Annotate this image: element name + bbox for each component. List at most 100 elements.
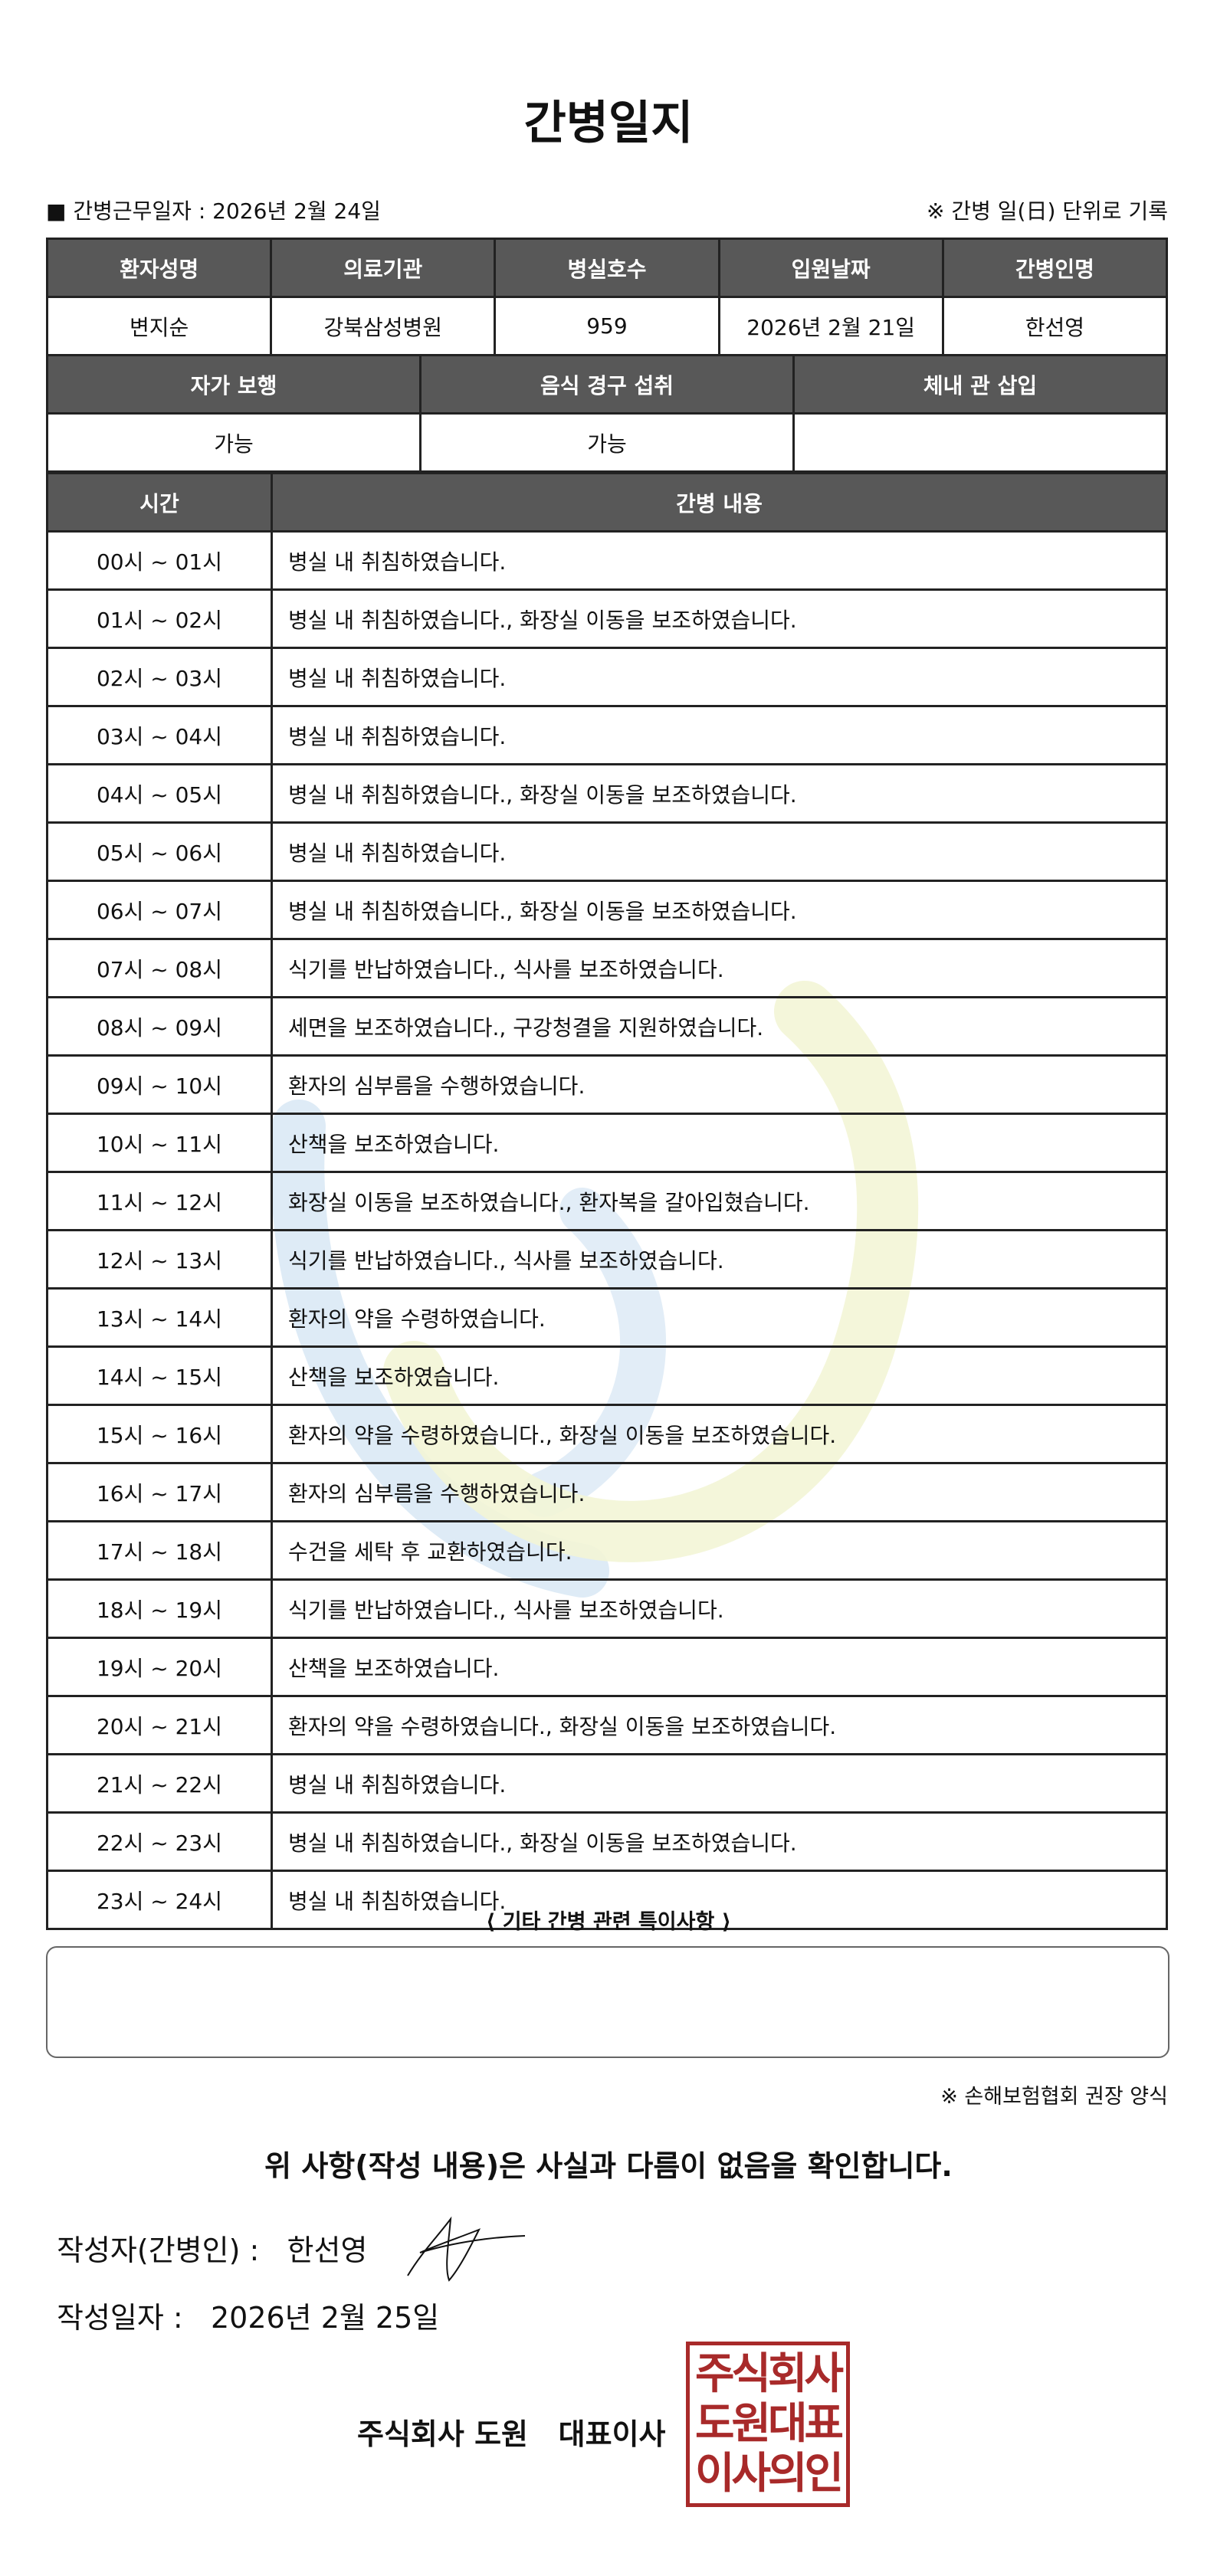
- header-tube: 체내 관 삽입: [792, 354, 1168, 415]
- care-content: 병실 내 취침하였습니다., 화장실 이동을 보조하였습니다.: [271, 763, 1168, 824]
- care-content: 병실 내 취침하였습니다., 화장실 이동을 보조하였습니다.: [271, 1811, 1168, 1872]
- seal-line: 주식회사: [694, 2349, 844, 2400]
- care-log-row: 22시 ~ 23시 병실 내 취침하였습니다., 화장실 이동을 보조하였습니다.: [46, 1811, 1168, 1872]
- care-log-row: 21시 ~ 22시 병실 내 취침하였습니다.: [46, 1753, 1168, 1814]
- time-slot: 19시 ~ 20시: [46, 1637, 273, 1697]
- tube-status: [792, 412, 1168, 473]
- time-slot: 00시 ~ 01시: [46, 530, 273, 591]
- time-slot: 15시 ~ 16시: [46, 1404, 273, 1464]
- time-slot: 02시 ~ 03시: [46, 647, 273, 707]
- time-slot: 10시 ~ 11시: [46, 1113, 273, 1173]
- time-slot: 16시 ~ 17시: [46, 1462, 273, 1522]
- care-log-row: 20시 ~ 21시 환자의 약을 수령하였습니다., 화장실 이동을 보조하였습니…: [46, 1695, 1168, 1755]
- confirmation-statement: 위 사항(작성 내용)은 사실과 다름이 없음을 확인합니다.: [264, 2149, 953, 2183]
- header-room: 병실호수: [494, 238, 720, 298]
- care-content: 병실 내 취침하였습니다.: [271, 647, 1168, 707]
- time-slot: 01시 ~ 02시: [46, 588, 273, 649]
- care-content: 수건을 세탁 후 교환하였습니다.: [271, 1520, 1168, 1581]
- care-log-row: 23시 ~ 24시 병실 내 취침하였습니다.: [46, 1870, 1168, 1930]
- time-slot: 21시 ~ 22시: [46, 1753, 273, 1814]
- time-slot: 20시 ~ 21시: [46, 1695, 273, 1755]
- seal-line: 이사의인: [694, 2448, 844, 2499]
- care-content: 병실 내 취침하였습니다., 화장실 이동을 보조하였습니다.: [271, 880, 1168, 940]
- care-log-row: 10시 ~ 11시 산책을 보조하였습니다.: [46, 1113, 1168, 1173]
- header-oral-intake: 음식 경구 섭취: [419, 354, 795, 415]
- header-patient-name: 환자성명: [45, 238, 273, 298]
- care-log-row: 05시 ~ 06시 병실 내 취침하였습니다.: [46, 821, 1168, 882]
- header-caregiver: 간병인명: [941, 238, 1169, 298]
- care-log-row: 12시 ~ 13시 식기를 반납하였습니다., 식사를 보조하였습니다.: [46, 1229, 1168, 1290]
- time-slot: 04시 ~ 05시: [46, 763, 273, 824]
- care-log-row: 13시 ~ 14시 환자의 약을 수령하였습니다.: [46, 1287, 1168, 1348]
- care-content: 세면을 보조하였습니다., 구강청결을 지원하였습니다.: [271, 996, 1168, 1057]
- care-content: 식기를 반납하였습니다., 식사를 보조하였습니다.: [271, 1578, 1168, 1639]
- work-date: ■ 간병근무일자 : 2026년 2월 24일: [46, 198, 381, 224]
- care-content: 환자의 심부름을 수행하였습니다.: [271, 1054, 1168, 1115]
- time-slot: 22시 ~ 23시: [46, 1811, 273, 1872]
- care-content: 환자의 약을 수령하였습니다., 화장실 이동을 보조하였습니다.: [271, 1404, 1168, 1464]
- care-log-row: 08시 ~ 09시 세면을 보조하였습니다., 구강청결을 지원하였습니다.: [46, 996, 1168, 1057]
- header-admission-date: 입원날짜: [717, 238, 944, 298]
- care-content: 병실 내 취침하였습니다.: [271, 1753, 1168, 1814]
- care-log-row: 06시 ~ 07시 병실 내 취침하였습니다., 화장실 이동을 보조하였습니다.: [46, 880, 1168, 940]
- time-slot: 03시 ~ 04시: [46, 705, 273, 765]
- writer: 작성자(간병인) : 한선영: [57, 2234, 368, 2267]
- care-log-row: 04시 ~ 05시 병실 내 취침하였습니다., 화장실 이동을 보조하였습니다.: [46, 763, 1168, 824]
- care-content: 환자의 심부름을 수행하였습니다.: [271, 1462, 1168, 1522]
- care-content: 병실 내 취침하였습니다.: [271, 705, 1168, 765]
- walking-status: 가능: [46, 412, 422, 473]
- care-log-row: 07시 ~ 08시 식기를 반납하였습니다., 식사를 보조하였습니다.: [46, 938, 1168, 998]
- signature: [407, 2216, 526, 2282]
- patient-status-table: 자가 보행 음식 경구 섭취 체내 관 삽입 가능 가능: [46, 354, 1168, 473]
- time-slot: 13시 ~ 14시: [46, 1287, 273, 1348]
- care-content: 병실 내 취침하였습니다., 화장실 이동을 보조하였습니다.: [271, 588, 1168, 649]
- header-time: 시간: [46, 472, 273, 533]
- care-log-row: 14시 ~ 15시 산책을 보조하였습니다.: [46, 1345, 1168, 1406]
- page-title: 간병일지: [523, 97, 694, 150]
- care-content: 병실 내 취침하였습니다.: [271, 530, 1168, 591]
- time-slot: 06시 ~ 07시: [46, 880, 273, 940]
- record-note: ※ 간병 일(日) 단위로 기록: [927, 198, 1168, 224]
- care-content: 식기를 반납하였습니다., 식사를 보조하였습니다.: [271, 938, 1168, 998]
- header-care-content: 간병 내용: [271, 472, 1168, 533]
- care-content: 환자의 약을 수령하였습니다.: [271, 1287, 1168, 1348]
- care-log-row: 19시 ~ 20시 산책을 보조하였습니다.: [46, 1637, 1168, 1697]
- time-slot: 14시 ~ 15시: [46, 1345, 273, 1406]
- time-slot: 07시 ~ 08시: [46, 938, 273, 998]
- care-log-row: 00시 ~ 01시 병실 내 취침하였습니다.: [46, 530, 1168, 591]
- care-content: 산책을 보조하였습니다.: [271, 1345, 1168, 1406]
- care-log-row: 03시 ~ 04시 병실 내 취침하였습니다.: [46, 705, 1168, 765]
- header-hospital: 의료기관: [270, 238, 497, 298]
- time-slot: 18시 ~ 19시: [46, 1578, 273, 1639]
- care-content: 식기를 반납하였습니다., 식사를 보조하였습니다.: [271, 1229, 1168, 1290]
- time-slot: 12시 ~ 13시: [46, 1229, 273, 1290]
- form-source-note: ※ 손해보험협회 권장 양식: [940, 2085, 1168, 2109]
- care-log-row: 18시 ~ 19시 식기를 반납하였습니다., 식사를 보조하였습니다.: [46, 1578, 1168, 1639]
- special-notes-box: [46, 1946, 1169, 2058]
- oral-intake-status: 가능: [419, 412, 795, 473]
- care-log-row: 01시 ~ 02시 병실 내 취침하였습니다., 화장실 이동을 보조하였습니다.: [46, 588, 1168, 649]
- time-slot: 08시 ~ 09시: [46, 996, 273, 1057]
- care-content: 병실 내 취침하였습니다.: [271, 1870, 1168, 1930]
- care-content: 병실 내 취침하였습니다.: [271, 821, 1168, 882]
- patient-info-table: 환자성명 의료기관 병실호수 입원날짜 간병인명 변지순 강북삼성병원 959 …: [45, 238, 1169, 356]
- company-representative: 주식회사 도원 대표이사: [357, 2417, 666, 2451]
- header-walking: 자가 보행: [46, 354, 422, 415]
- care-log-row: 15시 ~ 16시 환자의 약을 수령하였습니다., 화장실 이동을 보조하였습니…: [46, 1404, 1168, 1464]
- care-content: 화장실 이동을 보조하였습니다., 환자복을 갈아입혔습니다.: [271, 1171, 1168, 1231]
- company-seal: 주식회사 도원대표 이사의인: [686, 2342, 850, 2507]
- caregiver-name: 한선영: [941, 296, 1169, 356]
- time-slot: 09시 ~ 10시: [46, 1054, 273, 1115]
- care-log-row: 02시 ~ 03시 병실 내 취침하였습니다.: [46, 647, 1168, 707]
- time-slot: 05시 ~ 06시: [46, 821, 273, 882]
- care-log-table: 시간 간병 내용 00시 ~ 01시 병실 내 취침하였습니다. 01시 ~ 02시…: [46, 472, 1168, 1930]
- care-content: 환자의 약을 수령하였습니다., 화장실 이동을 보조하였습니다.: [271, 1695, 1168, 1755]
- time-slot: 11시 ~ 12시: [46, 1171, 273, 1231]
- time-slot: 17시 ~ 18시: [46, 1520, 273, 1581]
- notes-title: ⟨ 기타 간병 관련 특이사항 ⟩: [485, 1910, 732, 1934]
- written-date: 작성일자 : 2026년 2월 25일: [57, 2301, 440, 2335]
- care-log-row: 16시 ~ 17시 환자의 심부름을 수행하였습니다.: [46, 1462, 1168, 1522]
- time-slot: 23시 ~ 24시: [46, 1870, 273, 1930]
- room-number: 959: [494, 296, 720, 356]
- patient-name: 변지순: [45, 296, 273, 356]
